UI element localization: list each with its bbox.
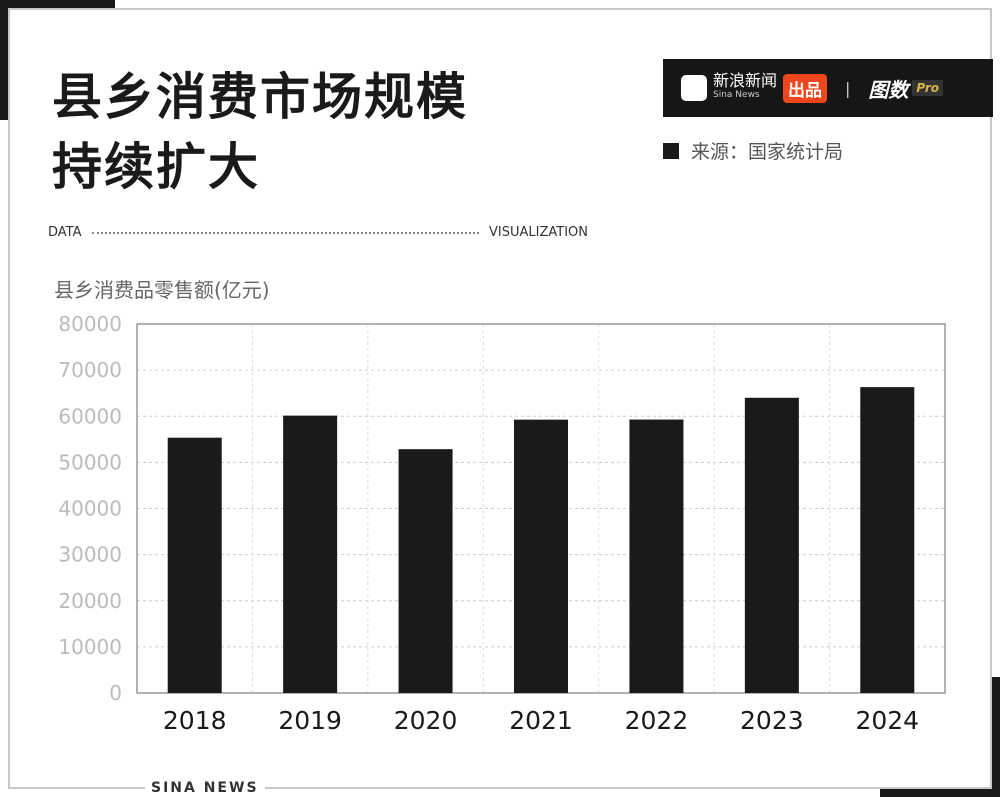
x-tick-label: 2020: [394, 706, 458, 735]
y-tick-label: 10000: [58, 635, 122, 659]
page-title: 县乡消费市场规模 持续扩大: [52, 62, 468, 202]
subtitle-right: VISUALIZATION: [489, 225, 588, 240]
sina-cn: 新浪新闻: [713, 71, 778, 90]
bar-2022: [629, 419, 684, 693]
y-tick-label: 50000: [58, 450, 122, 474]
subtitle-left: DATA: [48, 225, 82, 240]
corner-decoration: [880, 789, 1000, 797]
bar-2020: [398, 449, 453, 693]
sina-logo-icon: [681, 75, 707, 101]
y-tick-label: 0: [109, 681, 122, 705]
separator: |: [845, 78, 851, 98]
x-tick-label: 2019: [278, 706, 342, 735]
source-text: 来源：国家统计局: [691, 141, 844, 163]
x-tick-label: 2022: [625, 706, 689, 735]
produced-badge: 出品: [783, 73, 828, 103]
bar-2019: [283, 415, 338, 693]
y-tick-label: 60000: [58, 404, 122, 428]
subtitle-bar: DATA VISUALIZATION: [48, 225, 588, 240]
y-tick-label: 20000: [58, 589, 122, 613]
y-tick-label: 40000: [58, 497, 122, 521]
x-tick-label: 2024: [855, 706, 919, 735]
bar-2024: [860, 387, 915, 693]
x-tick-label: 2021: [509, 706, 573, 735]
y-tick-label: 30000: [58, 543, 122, 567]
product-logo: 图数: [868, 77, 909, 102]
brand-banner: 新浪新闻 Sina News 出品 | 图数 Pro: [663, 59, 993, 117]
y-tick-label: 70000: [58, 358, 122, 382]
bar-2018: [167, 437, 222, 693]
corner-decoration: [0, 0, 115, 8]
source-note: 来源：国家统计局: [663, 137, 843, 164]
sina-brand: 新浪新闻 Sina News: [713, 71, 778, 102]
corner-decoration: [992, 677, 1000, 797]
sina-en: Sina News: [713, 90, 760, 100]
y-tick-label: 80000: [58, 312, 122, 336]
title-line-2: 持续扩大: [52, 138, 260, 196]
footer-brand: SINA NEWS: [145, 780, 265, 796]
y-axis-label: 县乡消费品零售额(亿元): [54, 278, 270, 302]
x-tick-label: 2023: [740, 706, 804, 735]
dotted-divider: [91, 231, 479, 234]
legend-square-icon: [663, 142, 679, 159]
bar-2021: [514, 419, 568, 693]
title-line-1: 县乡消费市场规模: [52, 68, 468, 126]
frame-border: [8, 8, 992, 789]
pro-badge: Pro: [912, 80, 943, 96]
corner-decoration: [0, 0, 8, 120]
bar-2023: [744, 397, 799, 693]
x-tick-label: 2018: [163, 706, 227, 735]
